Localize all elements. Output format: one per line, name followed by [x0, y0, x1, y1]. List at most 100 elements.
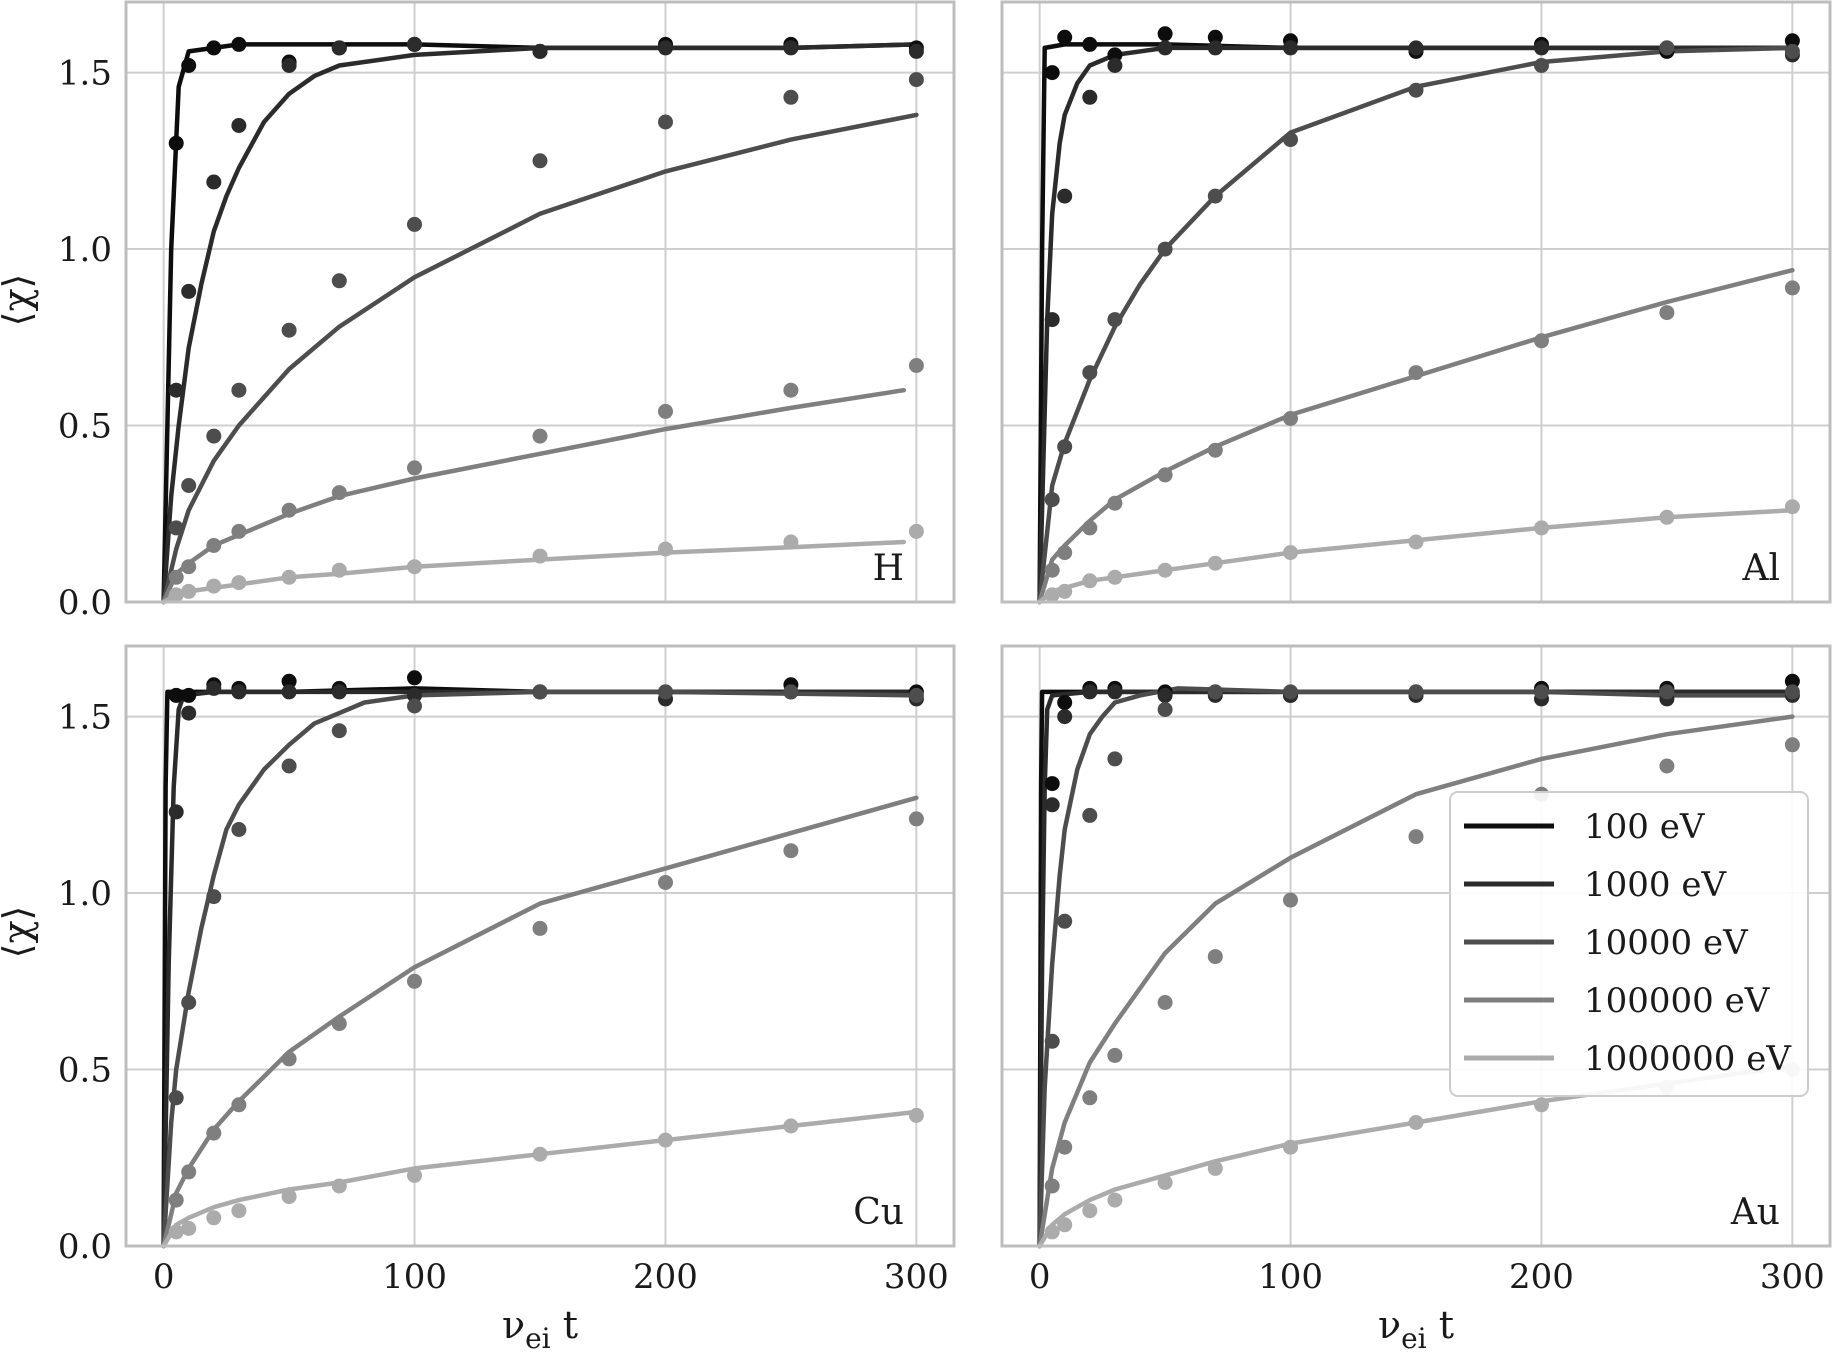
- series-line-3: [1037, 45, 1795, 605]
- data-point: [783, 40, 799, 56]
- data-point: [1157, 1175, 1173, 1190]
- data-point: [1784, 684, 1800, 700]
- data-point: [231, 118, 247, 133]
- x-tick-label: 300: [884, 1257, 949, 1297]
- data-point: [1784, 673, 1800, 689]
- data-point: [181, 705, 197, 721]
- data-point: [231, 1097, 247, 1113]
- data-point: [1534, 40, 1549, 56]
- data-point: [281, 569, 297, 585]
- data-point: [1082, 1090, 1098, 1106]
- data-point: [658, 114, 673, 130]
- data-point: [181, 559, 197, 575]
- data-point: [1107, 58, 1123, 73]
- data-point: [168, 804, 184, 820]
- data-point: [231, 575, 247, 591]
- series-line-4: [161, 795, 919, 1249]
- panel-label: H: [873, 548, 904, 589]
- data-point: [1784, 737, 1800, 753]
- plot-frame: [1000, 0, 1832, 604]
- data-point: [1408, 1115, 1424, 1130]
- data-point: [1784, 499, 1800, 515]
- data-point: [1207, 555, 1223, 571]
- data-point: [168, 1090, 184, 1106]
- x-axis-label-subscript: ei: [1401, 1322, 1427, 1353]
- data-point: [783, 1118, 799, 1134]
- panel-cu: Cu 0.0 0.5 1.0 1.5 0 100 200 300: [58, 644, 956, 1297]
- data-point: [783, 534, 799, 550]
- data-point: [1784, 43, 1800, 59]
- x-axis-label-symbol: ν: [1378, 1303, 1401, 1347]
- panel-au: Au 0 100 200 300: [1000, 644, 1832, 1297]
- data-point: [658, 1132, 673, 1148]
- data-point: [1044, 797, 1060, 813]
- data-point: [1408, 684, 1424, 700]
- data-point: [281, 1189, 297, 1205]
- data-point: [231, 382, 247, 398]
- data-point: [206, 40, 222, 56]
- data-point: [532, 1146, 548, 1162]
- series-line-2: [161, 42, 919, 605]
- data-point: [281, 1051, 297, 1067]
- data-point: [1057, 1217, 1073, 1233]
- data-point: [1157, 40, 1173, 56]
- series-line-3: [161, 689, 919, 1249]
- data-point: [1044, 776, 1060, 792]
- data-point: [168, 587, 184, 603]
- data-point: [231, 684, 247, 700]
- data-point: [532, 548, 548, 564]
- legend: 100 eV 1000 eV 10000 eV 100000 eV 1000000 eV: [1449, 791, 1809, 1097]
- data-point: [1659, 758, 1675, 774]
- data-point: [1408, 40, 1424, 56]
- series-line-2: [161, 689, 919, 1249]
- data-point: [1283, 411, 1298, 426]
- data-point: [1207, 949, 1223, 965]
- data-point: [1207, 29, 1223, 45]
- plot-frame: [124, 0, 956, 604]
- data-point: [658, 403, 673, 419]
- data-point: [1044, 562, 1060, 578]
- data-point: [231, 1203, 247, 1219]
- data-point: [407, 216, 422, 232]
- data-point: [1082, 520, 1098, 536]
- data-point: [1044, 1224, 1060, 1240]
- data-point: [1082, 1203, 1098, 1219]
- data-point: [1107, 1192, 1123, 1208]
- legend-box: [1449, 791, 1809, 1097]
- data-point: [1207, 188, 1223, 204]
- data-point: [407, 687, 422, 703]
- data-point: [407, 670, 422, 686]
- legend-entry: 1000 eV: [1584, 865, 1727, 905]
- data-point: [1157, 995, 1173, 1010]
- data-point: [1082, 573, 1098, 589]
- x-axis-label-left: νei t: [502, 1303, 578, 1353]
- data-point: [1534, 684, 1549, 700]
- data-point: [1659, 305, 1675, 321]
- y-tick-label: 0.5: [58, 1051, 112, 1091]
- data-point: [1283, 1139, 1298, 1155]
- data-point: [331, 1178, 347, 1194]
- data-point: [1408, 829, 1424, 845]
- data-point: [181, 583, 197, 599]
- data-point: [1057, 188, 1073, 204]
- axis-labels: ⟨χ⟩ ⟨χ⟩ νei t νei t: [0, 274, 1454, 1353]
- data-point: [1408, 82, 1424, 98]
- data-point: [407, 1167, 422, 1183]
- data-point: [407, 559, 422, 575]
- data-point: [532, 153, 548, 169]
- data-point: [1534, 520, 1549, 536]
- data-point: [181, 687, 197, 703]
- data-point: [1107, 684, 1123, 700]
- data-point: [281, 758, 297, 774]
- data-point: [1107, 751, 1123, 767]
- legend-entry: 10000 eV: [1584, 923, 1749, 963]
- data-point: [331, 273, 347, 289]
- x-axis-label-suffix: t: [1427, 1303, 1454, 1347]
- data-point: [1082, 365, 1098, 381]
- series-line-2: [1037, 45, 1795, 605]
- data-point: [783, 382, 799, 398]
- data-point: [1283, 40, 1298, 56]
- data-point: [1082, 684, 1098, 700]
